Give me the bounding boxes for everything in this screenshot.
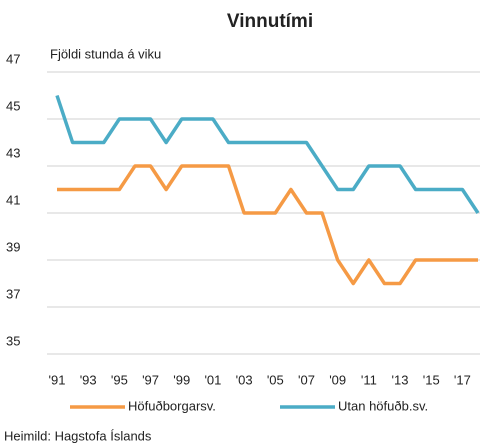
x-tick-label: '17	[454, 372, 471, 387]
x-tick-label: '03	[236, 372, 253, 387]
y-tick-label: 37	[6, 286, 20, 301]
x-tick-label: '93	[80, 372, 97, 387]
y-tick-label: 39	[6, 239, 20, 254]
x-tick-label: '01	[204, 372, 221, 387]
x-tick-label: '97	[142, 372, 159, 387]
x-tick-label: '91	[49, 372, 66, 387]
y-axis-label: Fjöldi stunda á viku	[50, 46, 161, 61]
source: Heimild: Hagstofa Íslands	[4, 428, 152, 443]
x-tick-label: '15	[423, 372, 440, 387]
line-series	[55, 94, 480, 214]
x-tick-label: '11	[361, 372, 377, 387]
legend-label: Höfuðborgarsv.	[128, 398, 216, 413]
y-tick-label: 47	[6, 51, 20, 66]
line-series	[57, 164, 478, 286]
x-tick-label: '99	[173, 372, 190, 387]
x-tick-label: '07	[298, 372, 315, 387]
x-tick-label: '09	[329, 372, 346, 387]
y-tick-label: 35	[6, 333, 20, 348]
x-tick-label: '13	[392, 372, 409, 387]
legend-label: Utan höfuðb.sv.	[338, 398, 428, 413]
chart-title: Vinnutími	[227, 11, 313, 32]
x-tick-label: '05	[267, 372, 284, 387]
y-tick-label: 45	[6, 98, 20, 113]
y-tick-label: 43	[6, 145, 20, 160]
x-tick-label: '95	[111, 372, 128, 387]
y-tick-label: 41	[6, 192, 20, 207]
